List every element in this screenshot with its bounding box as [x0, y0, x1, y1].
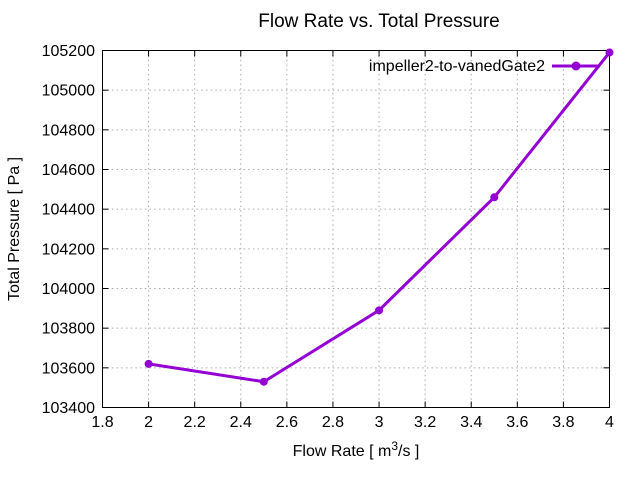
- legend-marker-sample: [571, 61, 581, 71]
- y-tick-label: 104000: [42, 281, 95, 298]
- data-point: [144, 359, 153, 368]
- x-tick-label: 2.2: [184, 414, 206, 431]
- y-tick-label: 103600: [42, 360, 95, 377]
- x-tick-label: 4: [605, 414, 614, 431]
- tick-label-layer: 1.8 2 2.2 2.4 2.6 2.8 3 3.2 3.4 3.6 3.8 4 103400 1036…: [42, 43, 614, 431]
- x-axis-label-post: /s ]: [398, 443, 419, 460]
- y-tick-label: 104400: [42, 202, 95, 219]
- y-tick-label: 104600: [42, 162, 95, 179]
- x-tick-label: 3: [375, 414, 384, 431]
- tick-layer: [102, 50, 610, 408]
- legend: impeller2-to-vanedGate2: [369, 58, 600, 75]
- x-tick-label: 2.8: [322, 414, 344, 431]
- y-tick-label: 105000: [42, 83, 95, 100]
- x-tick-label: 2: [144, 414, 153, 431]
- x-tick-label: 3.8: [552, 414, 574, 431]
- x-tick-label: 3.2: [414, 414, 436, 431]
- x-tick-label: 3.6: [506, 414, 528, 431]
- y-tick-label: 103800: [42, 321, 95, 338]
- data-point: [375, 306, 384, 315]
- x-tick-label: 2.6: [276, 414, 298, 431]
- x-axis-label: Flow Rate [ m3/s ]: [293, 439, 420, 460]
- plot-border: [102, 50, 610, 408]
- y-axis-label: Total Pressure [ Pa ]: [6, 157, 23, 301]
- y-tick-label: 103400: [42, 400, 95, 417]
- data-point: [259, 377, 268, 386]
- x-axis-label-pre: Flow Rate [ m: [293, 443, 392, 460]
- data-point: [490, 193, 499, 202]
- legend-entry-label: impeller2-to-vanedGate2: [369, 58, 545, 75]
- x-tick-label: 2.4: [230, 414, 252, 431]
- y-tick-label: 104200: [42, 241, 95, 258]
- x-axis-label-sup: 3: [391, 439, 398, 453]
- data-point: [605, 48, 614, 57]
- y-tick-label: 104800: [42, 122, 95, 139]
- x-tick-label: 1.8: [91, 414, 113, 431]
- series-line: [147, 50, 611, 384]
- chart-title: Flow Rate vs. Total Pressure: [258, 11, 499, 32]
- grid-layer: [102, 50, 610, 408]
- x-tick-label: 3.4: [460, 414, 482, 431]
- series-layer: [144, 48, 614, 386]
- y-tick-label: 105200: [42, 43, 95, 60]
